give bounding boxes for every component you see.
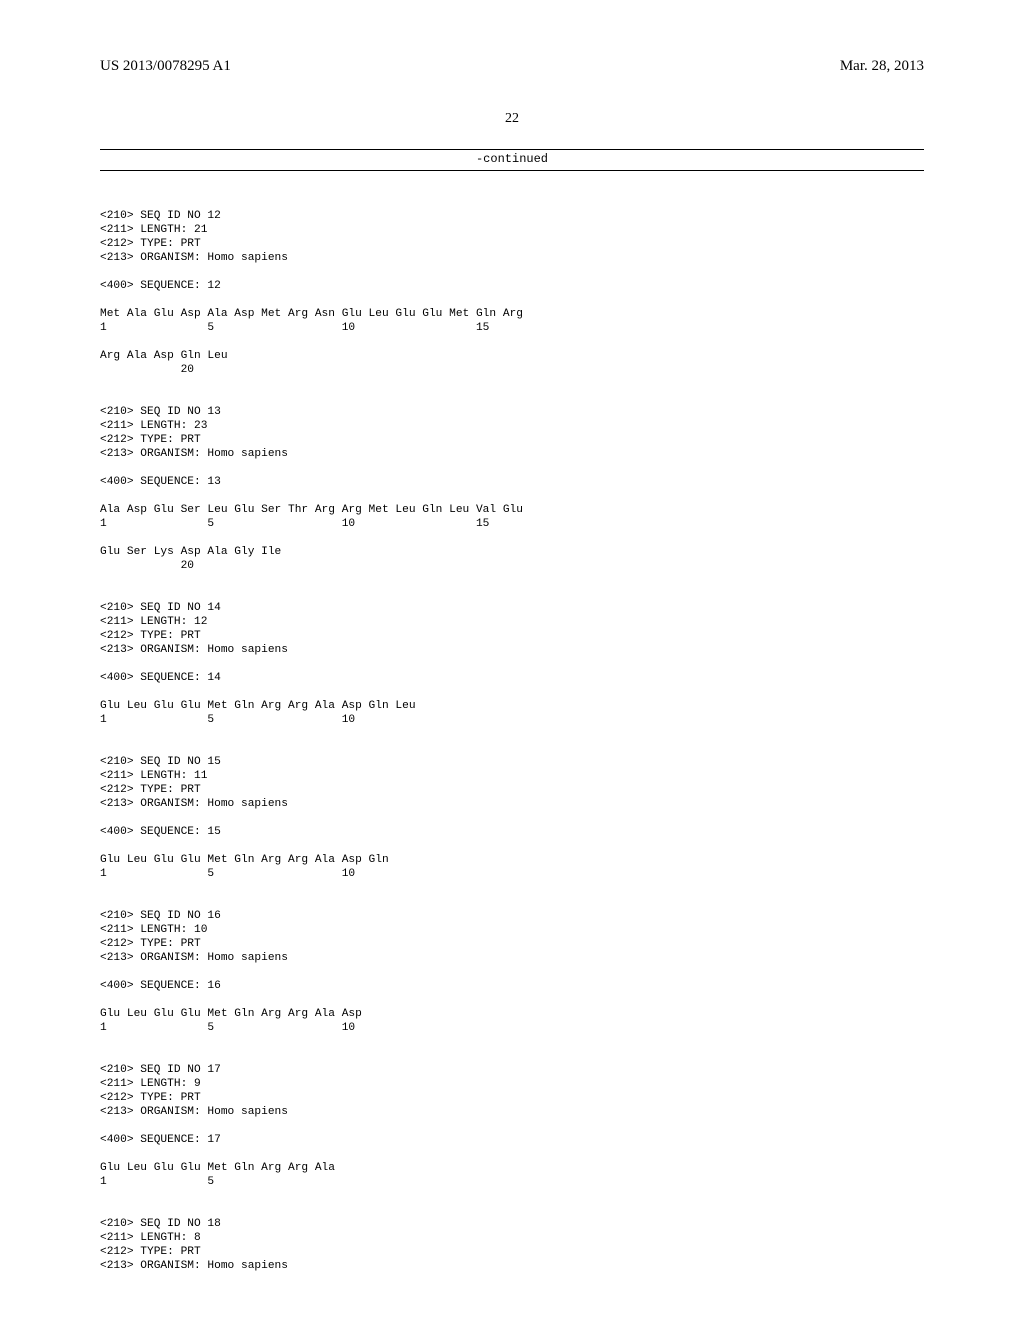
continued-label: -continued [100, 149, 924, 171]
page-number: 22 [0, 111, 1024, 127]
sequence-listing: <210> SEQ ID NO 12 <211> LENGTH: 21 <212… [0, 171, 1024, 1287]
publication-date: Mar. 28, 2013 [840, 58, 924, 75]
publication-number: US 2013/0078295 A1 [100, 58, 231, 75]
continued-wrap: -continued [100, 149, 924, 171]
page-header: US 2013/0078295 A1 Mar. 28, 2013 [0, 0, 1024, 75]
